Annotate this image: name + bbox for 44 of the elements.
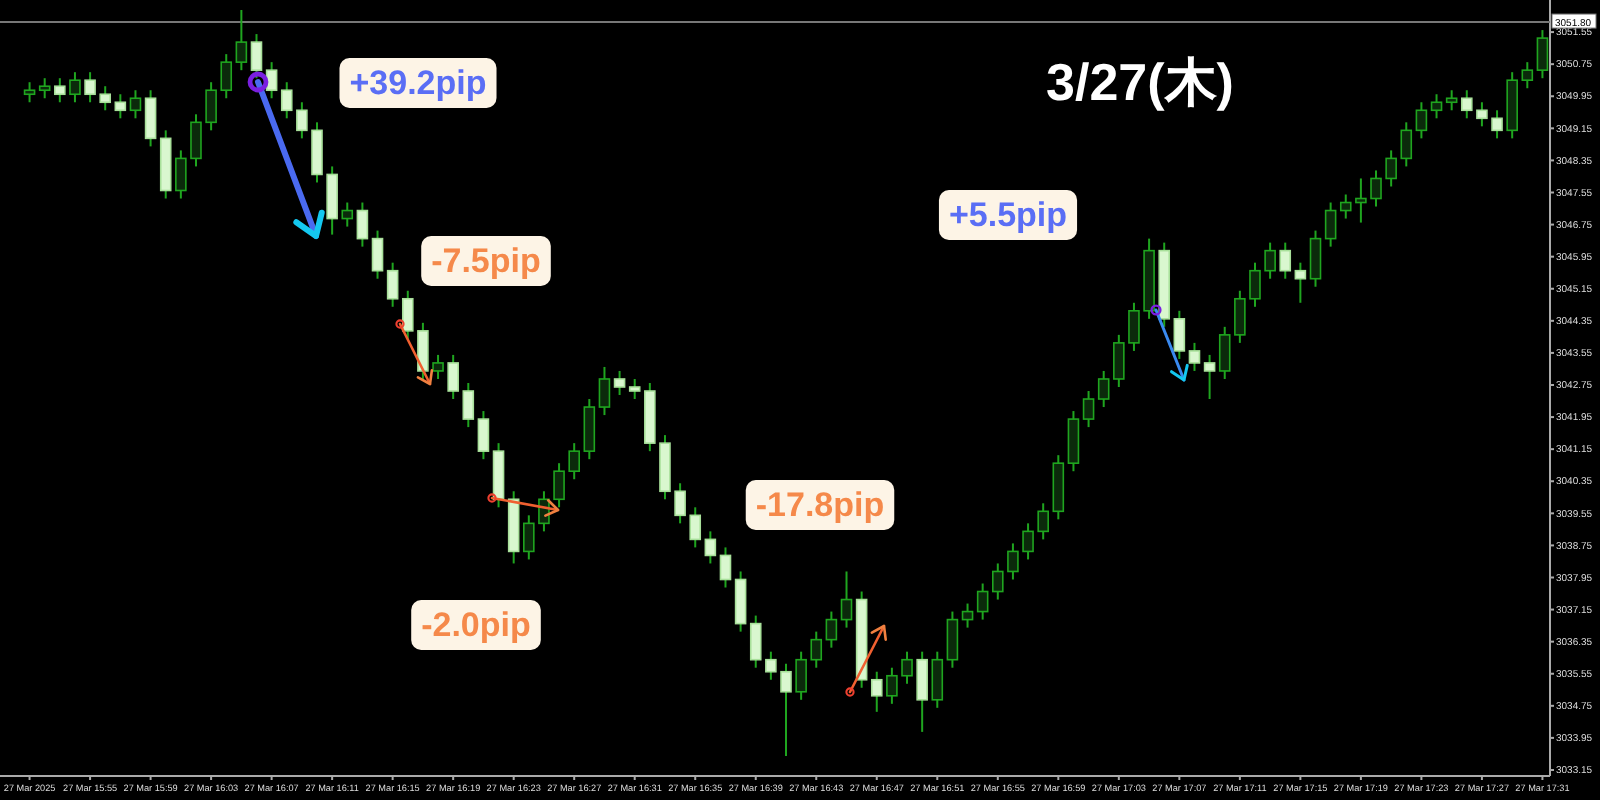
annotation: +5.5pip bbox=[948, 196, 1068, 234]
candlestick bbox=[931, 650, 944, 709]
candlestick bbox=[704, 530, 717, 565]
candlestick bbox=[38, 77, 51, 100]
candlestick bbox=[613, 369, 626, 397]
candlestick bbox=[719, 546, 732, 589]
candlestick bbox=[840, 570, 853, 629]
candlestick bbox=[946, 610, 959, 669]
candlestick bbox=[961, 602, 974, 629]
candlestick bbox=[1415, 101, 1428, 140]
candlestick bbox=[1430, 93, 1443, 120]
candlestick bbox=[114, 93, 127, 120]
annotation: -7.5pip bbox=[431, 242, 541, 280]
candlestick bbox=[1294, 261, 1307, 304]
candlestick bbox=[23, 81, 36, 104]
candlestick bbox=[250, 33, 263, 80]
candlestick bbox=[1445, 89, 1458, 112]
candlestick bbox=[1082, 390, 1095, 429]
annotation: +39.2pip bbox=[349, 64, 487, 102]
candlestick bbox=[341, 201, 354, 228]
candlestick bbox=[1203, 353, 1216, 401]
annotation: -17.8pip bbox=[755, 486, 885, 524]
candlestick bbox=[371, 229, 384, 280]
text: 3/27(木) bbox=[1046, 52, 1234, 112]
candlestick bbox=[432, 353, 444, 380]
candlestick bbox=[583, 398, 596, 461]
candlestick bbox=[976, 582, 989, 621]
candlestick bbox=[1067, 410, 1080, 473]
candlestick bbox=[598, 365, 611, 417]
candlestick bbox=[144, 89, 157, 148]
candlestick bbox=[1309, 229, 1322, 288]
candlestick bbox=[386, 261, 399, 308]
candlestick bbox=[1173, 309, 1186, 360]
candlestick bbox=[69, 71, 81, 104]
candlestick bbox=[477, 410, 490, 461]
candlestick bbox=[1521, 61, 1534, 90]
candlestick bbox=[1188, 341, 1201, 372]
candlestick bbox=[356, 201, 369, 248]
candlestick bbox=[235, 9, 248, 72]
candlestick bbox=[129, 89, 142, 120]
annotation: -2.0pip bbox=[421, 606, 531, 644]
candlestick bbox=[825, 610, 838, 649]
candlestick bbox=[1324, 201, 1337, 248]
candlestick bbox=[734, 570, 747, 633]
